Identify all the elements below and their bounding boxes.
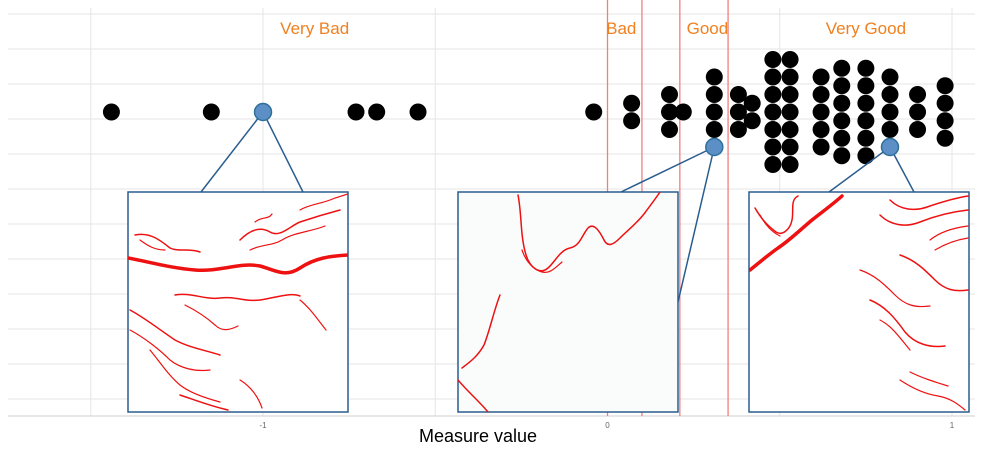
data-point (812, 68, 830, 86)
edge-map-very-good (749, 194, 969, 411)
data-point (881, 103, 899, 121)
data-point (764, 156, 782, 173)
data-point (812, 103, 830, 121)
data-point (909, 121, 927, 138)
data-point (674, 103, 692, 121)
dots (102, 51, 954, 173)
data-point (781, 138, 799, 156)
data-point (661, 121, 679, 138)
data-point (833, 147, 851, 165)
data-point (936, 94, 954, 112)
data-point (705, 121, 723, 138)
data-point (705, 103, 723, 121)
data-point (833, 112, 851, 130)
data-point (764, 86, 782, 103)
x-tick-label: 0 (605, 421, 610, 430)
connector-line (262, 111, 304, 193)
highlighted-data-point (880, 137, 900, 157)
data-point (623, 94, 641, 112)
data-point (781, 103, 799, 121)
highlighted-data-point (253, 102, 273, 122)
connector-line (620, 146, 715, 193)
region-label: Good (687, 19, 729, 38)
inset-very-bad (127, 191, 349, 413)
data-point (936, 112, 954, 130)
data-point (812, 121, 830, 138)
data-point (857, 94, 875, 112)
data-point (909, 86, 927, 103)
data-point (857, 112, 875, 130)
data-point (705, 86, 723, 103)
data-point (881, 68, 899, 86)
region-label: Very Bad (280, 19, 349, 38)
edge-map-good (458, 192, 661, 412)
data-point (833, 129, 851, 147)
data-point (202, 103, 220, 121)
data-point (347, 103, 365, 121)
data-point (764, 51, 782, 68)
data-point (729, 121, 747, 138)
inset-connectors (200, 102, 915, 303)
data-point (857, 129, 875, 147)
data-point (936, 77, 954, 95)
connector-line (200, 111, 264, 193)
data-point (623, 112, 641, 130)
data-point (368, 103, 386, 121)
connector-line (828, 146, 891, 193)
data-point (764, 68, 782, 86)
data-point (781, 86, 799, 103)
data-point (781, 68, 799, 86)
data-point (743, 112, 761, 130)
highlighted-data-point (705, 137, 724, 157)
data-point (729, 103, 747, 121)
data-point (833, 94, 851, 112)
region-label: Bad (606, 19, 636, 38)
data-point (661, 103, 679, 121)
data-point (881, 86, 899, 103)
x-axis-label: Measure value (419, 426, 537, 446)
data-point (857, 59, 875, 77)
data-point (764, 138, 782, 156)
data-point (857, 147, 875, 165)
data-point (705, 68, 723, 86)
data-point (857, 77, 875, 95)
data-point (812, 138, 830, 156)
data-point (881, 121, 899, 138)
data-point (661, 86, 679, 103)
data-point (781, 51, 799, 68)
connector-line (677, 146, 716, 303)
region-label: Very Good (826, 19, 906, 38)
data-point (781, 156, 799, 173)
x-tick-label: -1 (259, 421, 267, 430)
edge-map-very-bad (128, 193, 348, 411)
data-point (833, 59, 851, 77)
inset-very-good (748, 191, 970, 413)
data-point (812, 86, 830, 103)
region-labels: Very Bad Bad Good Very Good (280, 19, 906, 38)
data-point (409, 103, 427, 121)
data-point (764, 121, 782, 138)
x-tick-label: 1 (950, 421, 955, 430)
data-point (781, 121, 799, 138)
data-point (764, 103, 782, 121)
data-point (585, 103, 603, 121)
data-point (833, 77, 851, 95)
data-point (936, 129, 954, 147)
data-point (743, 94, 761, 112)
x-tick-labels: -1 0 1 (259, 421, 954, 430)
data-point (102, 103, 120, 121)
data-point (729, 86, 747, 103)
data-point (909, 103, 927, 121)
inset-good (457, 191, 679, 413)
